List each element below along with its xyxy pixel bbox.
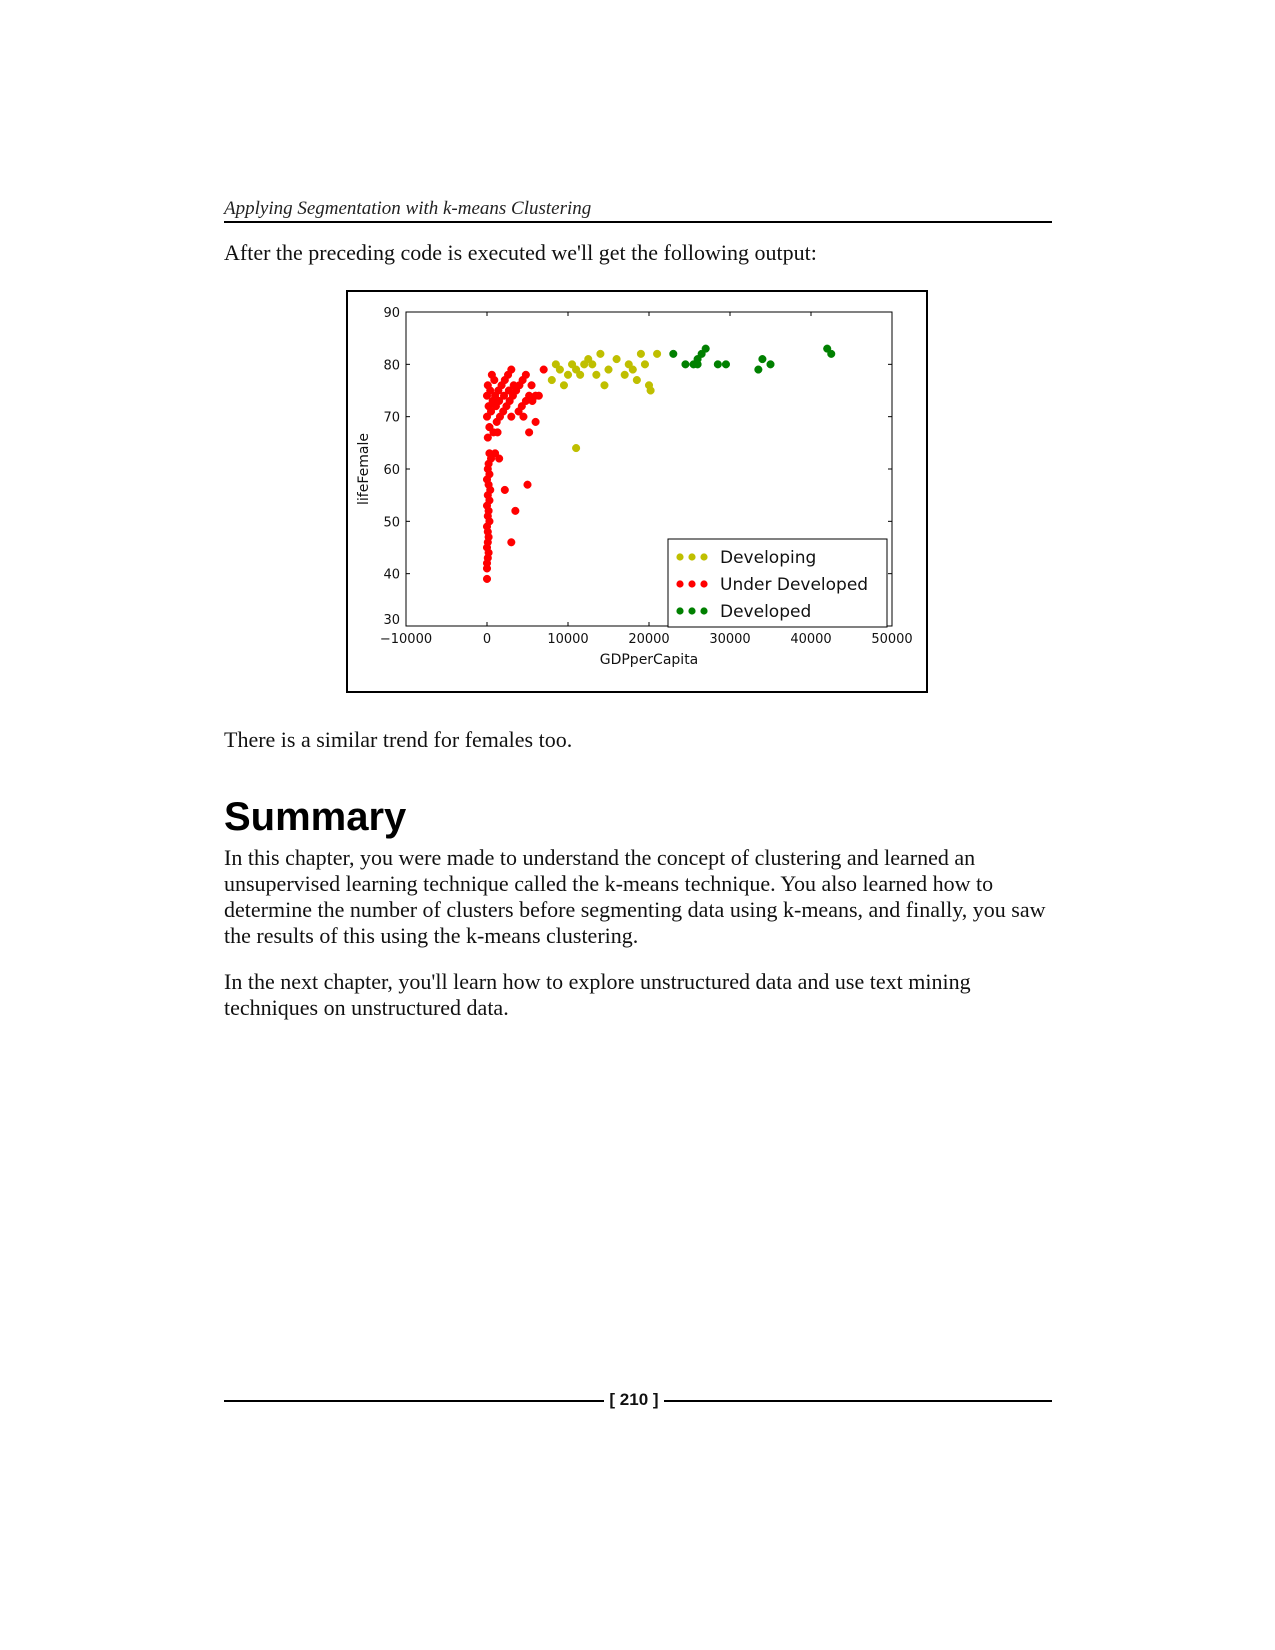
data-point-developed	[681, 360, 690, 369]
data-point-developed	[693, 360, 702, 369]
intro-text: After the preceding code is executed we'…	[224, 240, 817, 265]
legend-entry: Developed	[720, 602, 811, 622]
legend-marker	[700, 580, 708, 588]
legend-entry: Developing	[720, 548, 816, 568]
data-point-under-developed	[487, 370, 496, 379]
data-point-developing	[653, 349, 662, 358]
data-point-developed	[669, 349, 678, 358]
x-tick-label: −10000	[380, 632, 432, 647]
y-tick-label: 40	[383, 568, 400, 583]
data-point-under-developed	[531, 417, 540, 426]
data-point-under-developed	[493, 428, 502, 437]
legend-marker	[688, 553, 696, 561]
x-tick-label: 10000	[547, 632, 588, 647]
x-tick-label: 0	[483, 632, 491, 647]
legend-entry: Under Developed	[720, 575, 868, 595]
y-tick-label: 50	[383, 515, 400, 530]
legend-marker	[688, 580, 696, 588]
y-tick-label: 90	[383, 306, 400, 321]
data-point-developed	[701, 344, 710, 353]
data-point-developing	[600, 381, 609, 390]
data-point-developing	[572, 444, 581, 453]
data-point-developed	[721, 360, 731, 369]
data-point-developing	[563, 370, 573, 379]
footer-rule-left	[224, 1400, 604, 1402]
legend-marker	[676, 607, 684, 615]
data-point-developed	[758, 355, 767, 364]
after-figure-text: There is a similar trend for females too…	[224, 727, 573, 752]
data-point-developing	[596, 349, 605, 358]
data-point-under-developed	[509, 381, 518, 390]
footer-rule-right	[664, 1400, 1052, 1402]
scatter-figure: −10000 0 10000 20000 30000 40000 50000 30 40 50 60…	[346, 290, 928, 693]
data-point-under-developed	[534, 391, 543, 400]
x-tick-label: 20000	[628, 632, 669, 647]
data-point-developing	[559, 381, 568, 390]
data-point-under-developed	[483, 433, 492, 442]
legend-marker	[676, 580, 684, 588]
page-footer: [ 210 ]	[224, 1388, 1052, 1412]
data-point-developing	[555, 365, 564, 374]
x-tick-label: 50000	[871, 632, 912, 647]
data-point-under-developed	[504, 386, 513, 395]
data-point-developing	[592, 370, 601, 379]
data-point-under-developed	[499, 391, 509, 400]
x-tick-label: 40000	[790, 632, 831, 647]
data-point-under-developed	[507, 538, 516, 547]
data-point-developing	[646, 386, 655, 395]
data-point-under-developed	[482, 574, 492, 583]
running-header: Applying Segmentation with k-means Clust…	[224, 198, 592, 219]
data-point-developing	[620, 370, 629, 379]
data-point-developed	[766, 360, 775, 369]
y-tick-label: 60	[383, 463, 400, 478]
summary-paragraph-2: In the next chapter, you'll learn how to…	[224, 969, 971, 1020]
summary-paragraph-1: In this chapter, you were made to unders…	[224, 845, 1046, 948]
data-point-developing	[588, 360, 597, 369]
legend-marker	[700, 553, 708, 561]
summary-heading: Summary	[224, 795, 407, 839]
y-tick-label: 70	[383, 411, 400, 426]
y-tick-label: 80	[383, 358, 400, 373]
legend-marker	[676, 553, 684, 561]
y-axis-label: lifeFemale	[356, 433, 372, 505]
data-point-developed	[754, 365, 763, 374]
data-point-under-developed	[511, 506, 520, 515]
legend-marker	[688, 607, 696, 615]
data-point-under-developed	[523, 480, 532, 489]
data-point-developing	[576, 370, 585, 379]
data-point-developing	[612, 355, 621, 364]
data-point-under-developed	[507, 412, 516, 421]
x-tick-label: 30000	[709, 632, 750, 647]
data-point-developing	[628, 365, 637, 374]
header-rule	[224, 221, 1052, 223]
data-point-under-developed	[500, 485, 509, 494]
data-point-under-developed	[521, 370, 530, 379]
data-point-developing	[640, 360, 650, 369]
data-point-under-developed	[527, 381, 536, 390]
y-tick-label: 30	[383, 613, 400, 628]
data-point-under-developed	[539, 365, 548, 374]
data-point-under-developed	[483, 381, 492, 390]
data-point-under-developed	[525, 428, 534, 437]
data-point-developing	[604, 365, 613, 374]
data-point-developed	[713, 360, 722, 369]
x-axis-label: GDPperCapita	[600, 652, 699, 668]
page-number: [ 210 ]	[609, 1390, 659, 1409]
data-point-developed	[827, 349, 836, 358]
data-point-under-developed	[507, 365, 516, 374]
data-point-developing	[636, 349, 645, 358]
data-point-under-developed	[519, 412, 528, 421]
data-point-under-developed	[495, 396, 504, 406]
data-point-developing	[547, 375, 556, 385]
data-point-developing	[632, 375, 641, 385]
data-point-under-developed	[495, 454, 504, 463]
legend-marker	[700, 607, 708, 615]
scatter-chart: −10000 0 10000 20000 30000 40000 50000 30 40 50 60…	[356, 306, 913, 668]
